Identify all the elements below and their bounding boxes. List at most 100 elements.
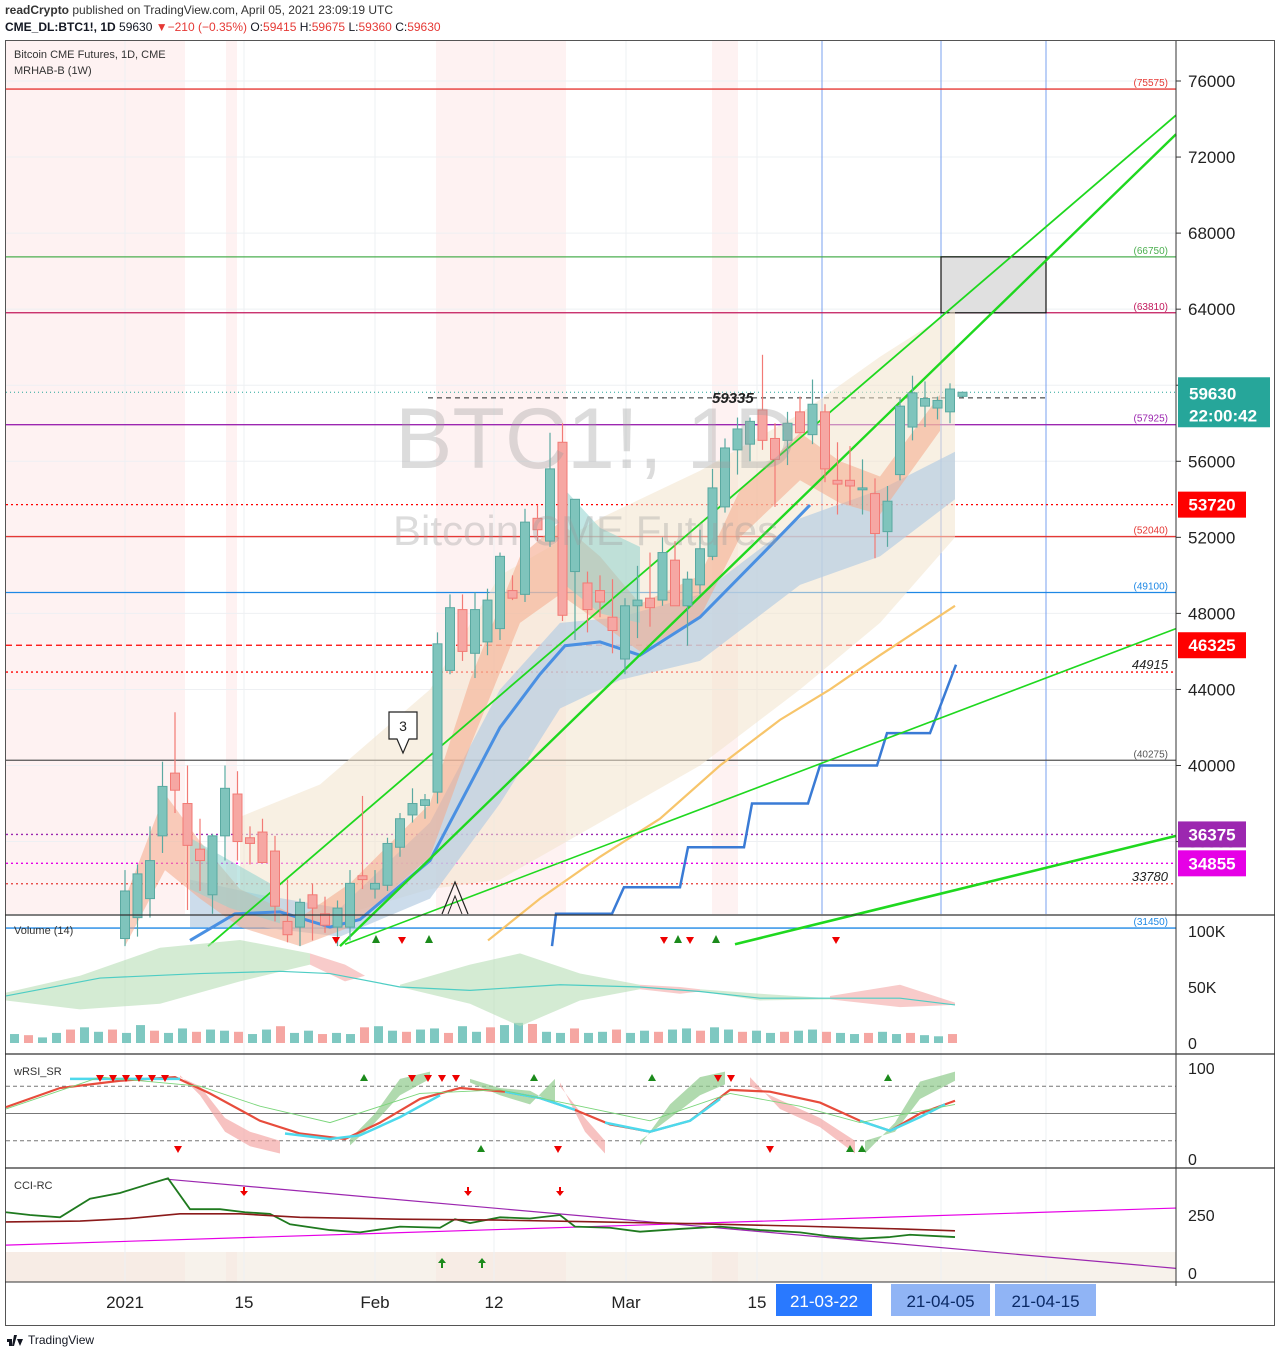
candle [495,552,505,641]
level-label: (75575) [1134,78,1168,89]
volume-bar [640,1030,649,1043]
buy-signal-icon [425,935,433,943]
volume-bar [738,1031,747,1043]
tradingview-logo[interactable]: TradingView [6,1333,94,1347]
candle [832,442,843,515]
sell-signal-icon [660,937,668,944]
volume-bar [906,1032,915,1043]
candle-body [832,479,843,485]
volume-bar [458,1026,467,1043]
candle-body [620,605,630,660]
price-badge [1178,821,1246,848]
candle-body [645,597,655,609]
candle [345,870,355,941]
footer: TradingView [0,1330,1280,1358]
candle [757,354,768,450]
candle [957,391,968,398]
time-tick-label: 15 [235,1293,254,1312]
price-badge [1178,632,1246,659]
symbol-legend: CME_DL:BTC1!, 1D 59630 ▼−210 (−0.35%) O:… [5,20,441,34]
candle [807,379,818,445]
time-tick-label: 15 [748,1293,767,1312]
volume-bar [304,1030,313,1043]
symbol-label[interactable]: CME_DL:BTC1!, 1D [5,20,116,34]
candle [432,632,443,804]
candle-body [795,411,805,434]
candle [720,438,730,513]
candle-body [570,498,580,573]
volume-bar [122,1032,131,1043]
volume-bar [234,1031,243,1043]
candle-body [507,590,518,599]
candle-body [720,447,730,508]
sell-signal-icon [148,1075,156,1082]
volume-bar [248,1034,257,1043]
volume-bar [766,1032,775,1043]
candle-body [845,479,855,487]
publish-info: readCrypto published on TradingView.com,… [5,3,393,17]
volume-bar [402,1031,411,1043]
candle-body [582,582,593,611]
candle-body [470,609,480,654]
buy-signal-icon [438,1258,446,1263]
chart-frame[interactable] [5,40,1275,1326]
volume-bar [444,1032,453,1043]
sell-signal-icon [109,1075,117,1082]
candle [232,771,243,861]
sell-signal-icon [686,937,694,944]
candle [532,505,543,542]
candle-body [220,787,230,837]
volume-bar [150,1030,159,1043]
level-label: (63810) [1134,302,1168,313]
annotation-label: 59335 [712,390,754,407]
price-badge [1178,850,1246,877]
volume-bar [374,1026,383,1043]
indicator-title: MRHAB-B (1W) [14,65,92,77]
candle [195,818,205,891]
candle [657,537,668,606]
candle-body [632,599,643,607]
volume-bar [360,1027,369,1043]
candle [470,592,480,679]
candle-body [670,559,680,607]
candle [282,879,293,943]
candle-body [382,842,393,886]
chart-canvas[interactable]: (75575) (66750) (63810) (57925) (52040) (4910… [0,0,1280,1330]
volume-bar [850,1034,859,1043]
candle [932,396,943,420]
candle [695,529,705,595]
volume-bar [94,1031,103,1043]
sell-signal-icon [161,1075,169,1082]
brand-text: TradingView [28,1333,95,1347]
price-tick-label: 48000 [1188,604,1235,623]
price-tick-label: 56000 [1188,452,1235,471]
volume-bar [38,1037,47,1043]
candle [782,411,793,466]
candle [370,870,380,899]
volume-cloud-green [6,939,310,1010]
volume-cloud-red [310,953,365,982]
volume-bar [598,1031,607,1043]
sell-signal-icon [240,1191,248,1196]
time-tick-label: 12 [485,1293,504,1312]
price-badge-text: 34855 [1188,854,1235,873]
candle [207,833,218,914]
buy-signal-icon [674,935,682,943]
author-name[interactable]: readCrypto [5,3,70,17]
volume-bar [108,1029,117,1043]
candle [582,571,593,633]
volume-bar [836,1032,845,1043]
volume-bar [318,1034,327,1043]
green-trendline-3 [344,627,1177,945]
time-badge-text: 21-04-15 [1011,1292,1079,1311]
candle-body [182,803,193,846]
volume-bar [262,1029,271,1043]
candle-body [482,599,493,643]
price-badge-text: 46325 [1188,636,1235,655]
volume-bar [556,1032,565,1043]
volume-bar [822,1031,831,1043]
volume-cloud-green [400,953,640,1027]
volume-bar [332,1032,341,1043]
candle [732,417,743,475]
candle-body [907,392,918,428]
